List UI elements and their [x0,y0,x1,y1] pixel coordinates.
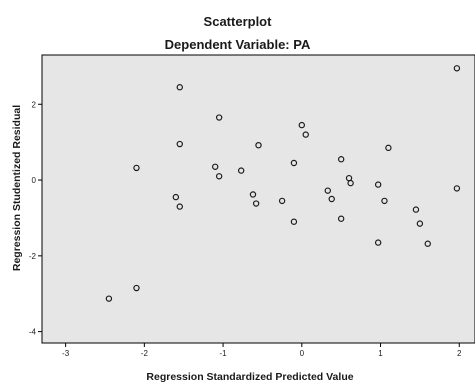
data-point [172,193,180,201]
data-point [133,164,140,172]
x-tick-label: -3 [62,349,70,358]
data-point [215,173,223,180]
data-point [412,206,420,213]
data-point [424,240,431,247]
data-point [290,218,298,225]
y-tick-label: 2 [32,100,37,109]
data-point [105,295,113,302]
data-point [133,284,140,292]
data-point [215,114,223,121]
data-point [381,197,388,205]
data-point [385,144,392,152]
data-points [105,65,461,302]
y-tick-label: -4 [29,328,37,337]
data-point [298,121,305,129]
data-point [237,167,245,174]
data-point [337,156,345,163]
data-point [249,191,257,198]
y-tick-label: -2 [29,252,37,261]
data-point [176,140,183,148]
data-point [211,163,219,170]
data-point [347,179,354,187]
y-axis-label: Regression Studentized Residual [11,105,23,271]
y-axis-ticks: -4 -2 0 2 [29,100,42,337]
data-point [324,187,331,194]
data-point [337,215,345,222]
x-tick-label: -2 [141,349,149,358]
plot-area [41,54,475,344]
data-point [328,195,335,203]
data-point [374,239,382,246]
data-point [176,203,183,210]
data-point [255,141,262,149]
y-tick-label: 0 [32,176,37,185]
data-point [252,200,260,207]
data-point [416,220,424,227]
x-axis-label: Regression Standardized Predicted Value [146,371,353,383]
chart-title: Scatterplot [203,14,272,29]
data-point [302,131,309,138]
data-point [290,159,298,167]
x-tick-label: 1 [378,349,383,358]
data-point [176,84,183,91]
data-point [278,197,286,205]
x-tick-label: 0 [300,349,305,358]
data-point [453,185,461,192]
x-tick-label: 2 [457,349,462,358]
x-tick-label: -1 [220,349,228,358]
x-axis-ticks: -3 -2 -1 0 1 2 [62,343,462,358]
data-point [374,181,382,188]
chart-subtitle: Dependent Variable: PA [164,37,311,52]
data-point [453,65,461,72]
